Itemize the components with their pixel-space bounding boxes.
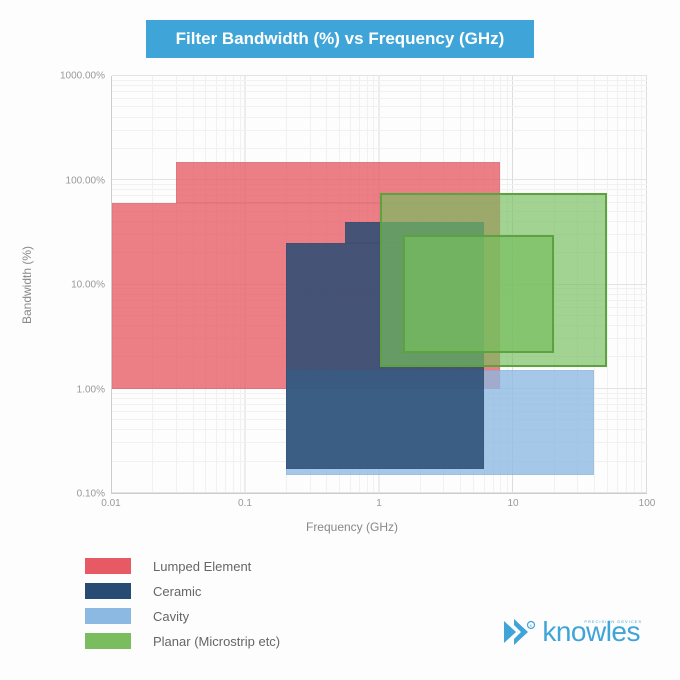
legend-label: Cavity bbox=[153, 609, 189, 624]
plot-area bbox=[111, 76, 647, 494]
y-tick-label: 1000.00% bbox=[60, 71, 105, 82]
logo-icon: K bbox=[502, 617, 536, 647]
legend-item: Lumped Element bbox=[85, 558, 655, 574]
brand-logo: K knowles PRECISION DEVICES bbox=[502, 616, 640, 648]
legend-swatch bbox=[85, 558, 131, 574]
logo-text: knowles PRECISION DEVICES bbox=[542, 616, 640, 648]
x-axis-label: Frequency (GHz) bbox=[49, 520, 655, 534]
legend-swatch bbox=[85, 608, 131, 624]
legend-swatch bbox=[85, 633, 131, 649]
y-tick-label: 1.00% bbox=[77, 384, 105, 395]
logo-subtext: PRECISION DEVICES bbox=[584, 619, 642, 624]
legend-swatch bbox=[85, 583, 131, 599]
x-tick-label: 100 bbox=[639, 498, 656, 509]
chart-title: Filter Bandwidth (%) vs Frequency (GHz) bbox=[146, 20, 535, 58]
x-tick-label: 0.1 bbox=[238, 498, 252, 509]
x-tick-label: 0.01 bbox=[101, 498, 120, 509]
chart-area: Bandwidth (%) 0.10%1.00%10.00%100.00%100… bbox=[49, 76, 655, 494]
y-tick-label: 10.00% bbox=[71, 280, 105, 291]
chart-region bbox=[403, 235, 553, 353]
y-axis-label: Bandwidth (%) bbox=[20, 246, 34, 324]
legend-label: Planar (Microstrip etc) bbox=[153, 634, 280, 649]
svg-text:K: K bbox=[530, 623, 533, 628]
legend-label: Ceramic bbox=[153, 584, 201, 599]
y-axis-ticks: 0.10%1.00%10.00%100.00%1000.00% bbox=[49, 76, 111, 494]
x-axis-ticks: 0.010.1110100 bbox=[111, 494, 647, 514]
x-tick-label: 1 bbox=[376, 498, 382, 509]
x-tick-label: 10 bbox=[507, 498, 518, 509]
y-tick-label: 100.00% bbox=[66, 175, 105, 186]
legend-label: Lumped Element bbox=[153, 559, 251, 574]
legend-item: Ceramic bbox=[85, 583, 655, 599]
